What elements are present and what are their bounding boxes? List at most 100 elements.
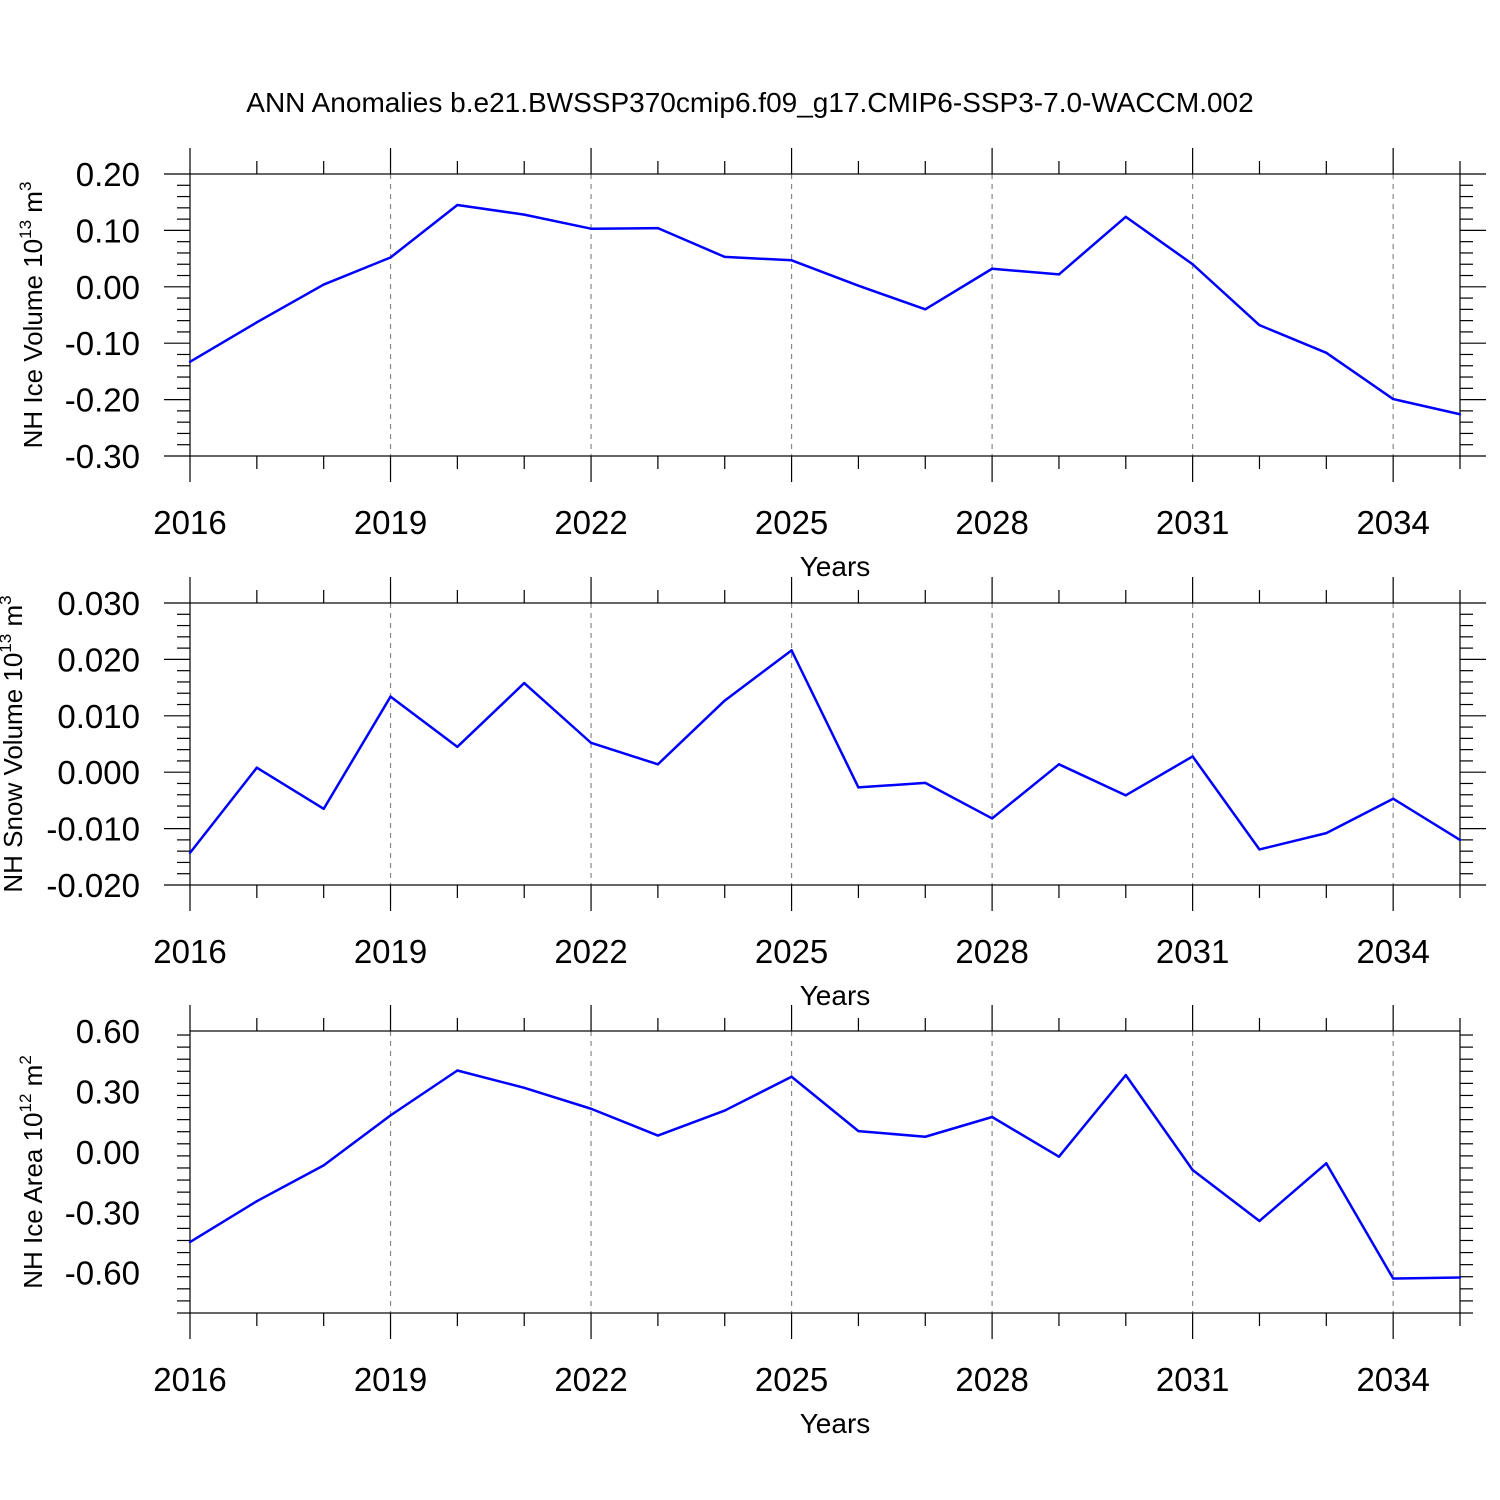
x-tick-label: 2016 [153, 933, 226, 970]
data-point [322, 807, 325, 811]
data-point [523, 213, 526, 216]
data-point [1458, 413, 1462, 416]
data-point [188, 1240, 192, 1244]
x-tick-label: 2019 [354, 933, 427, 970]
y-tick-label: 0.00 [76, 1134, 140, 1171]
data-point [523, 681, 526, 685]
y-axis-label-text: NH Ice Volume 10 [18, 239, 48, 449]
x-tick-label: 2025 [755, 504, 828, 541]
data-point [589, 1107, 593, 1110]
data-point [1458, 1276, 1462, 1279]
data-point [1057, 1155, 1061, 1158]
x-tick-label: 2031 [1156, 933, 1229, 970]
y-axis-label-exponent: 13 [0, 634, 15, 653]
data-point [523, 1086, 526, 1090]
data-point [1258, 1219, 1261, 1223]
data-point [1057, 273, 1061, 276]
data-point [456, 203, 459, 207]
y-tick-label: 0.10 [76, 212, 140, 249]
data-point [1124, 1073, 1127, 1077]
y-tick-label: 0.030 [57, 585, 140, 622]
data-point [656, 763, 660, 766]
data-point [1191, 755, 1194, 758]
data-point [1325, 831, 1328, 835]
data-point [456, 745, 459, 749]
data-point [255, 1200, 259, 1203]
data-point [924, 308, 927, 311]
data-point [723, 255, 726, 259]
data-point [1325, 1162, 1328, 1165]
y-axis-label-text: NH Ice Area 10 [18, 1112, 48, 1288]
y-tick-label: -0.60 [65, 1255, 140, 1292]
panel-snow-volume: 2016 2019 2022 2025 2028 2031 2034 Years 0.030 0.… [0, 577, 1486, 1011]
data-point [723, 1109, 726, 1112]
panel-ice-volume: 2016 2019 2022 2025 2028 2031 2034 Years 0.20 0.1… [16, 148, 1486, 582]
data-point [656, 1134, 660, 1137]
y-axis-label: NH Ice Volume 1013 m3 [16, 182, 48, 449]
y-axis-label-unit: m [0, 605, 28, 634]
data-point [1057, 763, 1061, 766]
y-tick-label: 0.00 [76, 269, 140, 306]
data-point [790, 259, 793, 262]
y-axis-label: NH Ice Area 1012 m2 [16, 1055, 48, 1289]
x-tick-label: 2028 [955, 1361, 1028, 1398]
data-point [589, 741, 593, 745]
y-tick-label: -0.20 [65, 382, 140, 419]
data-point [1391, 797, 1395, 800]
y-tick-label: -0.010 [46, 811, 140, 848]
data-point [389, 695, 392, 698]
data-point [188, 360, 192, 364]
data-point [857, 284, 860, 287]
y-axis-label-unit-exponent: 2 [16, 1055, 35, 1064]
x-tick-label: 2031 [1156, 504, 1229, 541]
series-line-ice-area [189, 1069, 1461, 1280]
data-point [1191, 263, 1194, 266]
data-point [656, 226, 660, 230]
y-tick-label: 0.020 [57, 641, 140, 678]
y-tick-label: -0.30 [65, 438, 140, 475]
data-point [589, 227, 593, 230]
data-point [990, 267, 994, 270]
x-axis-label: Years [800, 551, 871, 582]
data-point [456, 1069, 459, 1072]
y-axis-label-unit: m [18, 1065, 48, 1094]
data-point [1258, 323, 1261, 327]
data-point [990, 817, 994, 820]
figure-title: ANN Anomalies b.e21.BWSSP370cmip6.f09_g1… [246, 87, 1253, 118]
data-point [322, 1164, 325, 1167]
data-point [790, 1075, 793, 1078]
data-point [255, 766, 259, 769]
y-tick-label: 0.20 [76, 156, 140, 193]
data-point [389, 1114, 392, 1117]
data-point [1325, 351, 1328, 354]
series-line-snow-volume [189, 649, 1461, 854]
x-tick-label: 2034 [1356, 1361, 1429, 1398]
data-point [389, 256, 392, 259]
data-point [924, 781, 927, 785]
y-axis-label: NH Snow Volume 1013 m3 [0, 595, 28, 892]
data-point [723, 699, 726, 702]
data-point [1391, 397, 1395, 401]
x-tick-label: 2022 [554, 933, 627, 970]
data-point [1124, 215, 1127, 219]
x-axis-label: Years [800, 980, 871, 1011]
panels: 2016 2019 2022 2025 2028 2031 2034 Years 0.20 0.1… [0, 148, 1486, 1439]
y-tick-label: 0.30 [76, 1073, 140, 1110]
data-point [1258, 848, 1261, 851]
y-tick-label: -0.10 [65, 325, 140, 362]
x-tick-label: 2025 [755, 1361, 828, 1398]
panel-ice-area: 2016 2019 2022 2025 2028 2031 2034 Years 0.60 0.3… [16, 1005, 1473, 1439]
x-tick-label: 2022 [554, 1361, 627, 1398]
y-tick-label: -0.30 [65, 1194, 140, 1231]
y-axis-label-unit-exponent: 3 [0, 595, 15, 604]
data-point [1191, 1168, 1194, 1172]
x-tick-label: 2019 [354, 1361, 427, 1398]
data-point [857, 1129, 860, 1133]
x-tick-label: 2022 [554, 504, 627, 541]
y-axis-label-exponent: 12 [16, 1094, 35, 1113]
data-point [322, 283, 325, 286]
y-tick-label: 0.000 [57, 754, 140, 791]
data-point [188, 851, 192, 855]
y-axis-label-unit: m [18, 191, 48, 220]
